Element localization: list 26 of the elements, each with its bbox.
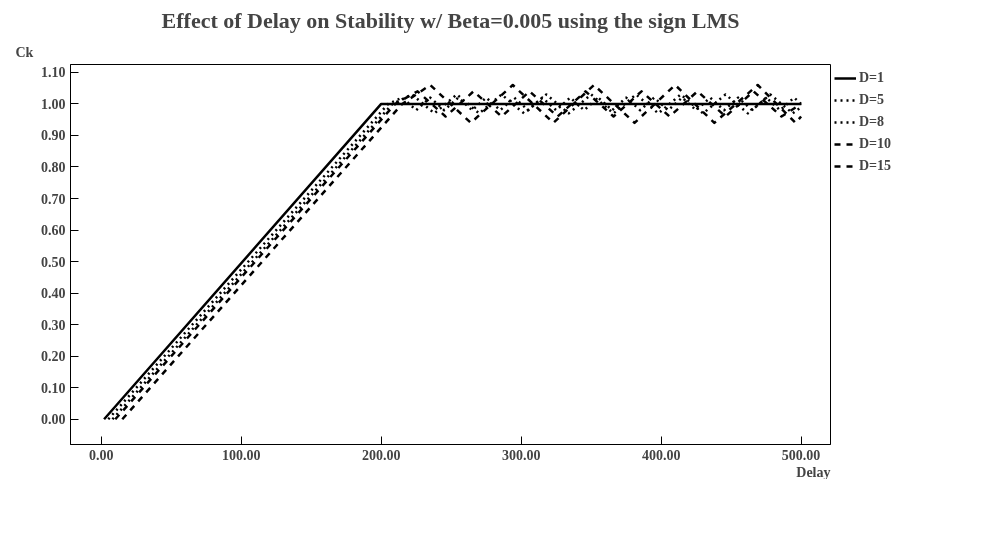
- x-tick-label: 0.00: [89, 447, 114, 463]
- y-axis-title: Ck: [15, 44, 34, 60]
- x-tick-label: 100.00: [222, 447, 261, 463]
- legend-label: D=5: [859, 92, 885, 108]
- y-tick-label: 0.20: [41, 349, 66, 365]
- y-tick-label: 0.10: [41, 380, 66, 396]
- legend-label: D=10: [859, 136, 892, 152]
- y-tick-label: 0.70: [41, 191, 66, 207]
- x-tick-label: 300.00: [501, 447, 541, 463]
- legend-label: D=15: [859, 158, 892, 174]
- x-axis-title: Delay: [796, 464, 831, 480]
- y-tick-label: 0.90: [41, 128, 66, 144]
- y-tick-label: 0.30: [41, 317, 66, 333]
- chart-title: Effect of Delay on Stability w/ Beta=0.005 using the sign LMS: [161, 7, 740, 33]
- x-tick-label: 500.00: [781, 447, 821, 463]
- y-tick-label: 0.40: [41, 286, 66, 302]
- y-tick-label: 1.00: [41, 96, 66, 112]
- y-tick-label: 0.60: [41, 223, 66, 239]
- x-tick-label: 200.00: [361, 447, 401, 463]
- y-tick-label: 0.00: [41, 412, 66, 428]
- y-tick-label: 0.50: [41, 254, 66, 270]
- y-tick-label: 0.80: [41, 159, 66, 175]
- legend-label: D=1: [859, 70, 885, 86]
- y-tick-label: 1.10: [41, 65, 66, 81]
- legend-label: D=8: [859, 114, 885, 130]
- x-tick-label: 400.00: [641, 447, 681, 463]
